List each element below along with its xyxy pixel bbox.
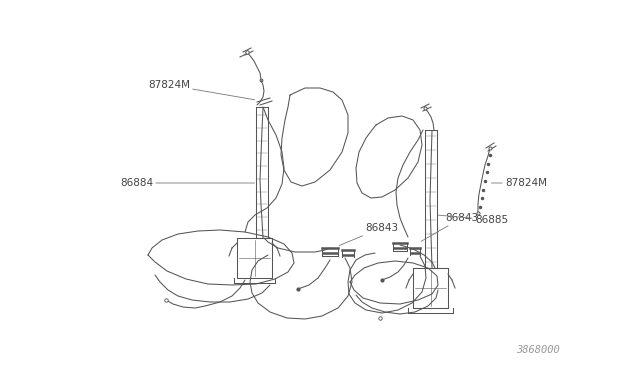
Text: 86885: 86885 [438, 215, 508, 225]
Text: 86843: 86843 [339, 223, 398, 246]
Text: 87824M: 87824M [148, 80, 255, 100]
Text: 87824M: 87824M [492, 178, 547, 188]
Text: 3868000: 3868000 [516, 345, 560, 355]
Text: 86884: 86884 [120, 178, 255, 188]
Text: 86843: 86843 [421, 213, 478, 241]
